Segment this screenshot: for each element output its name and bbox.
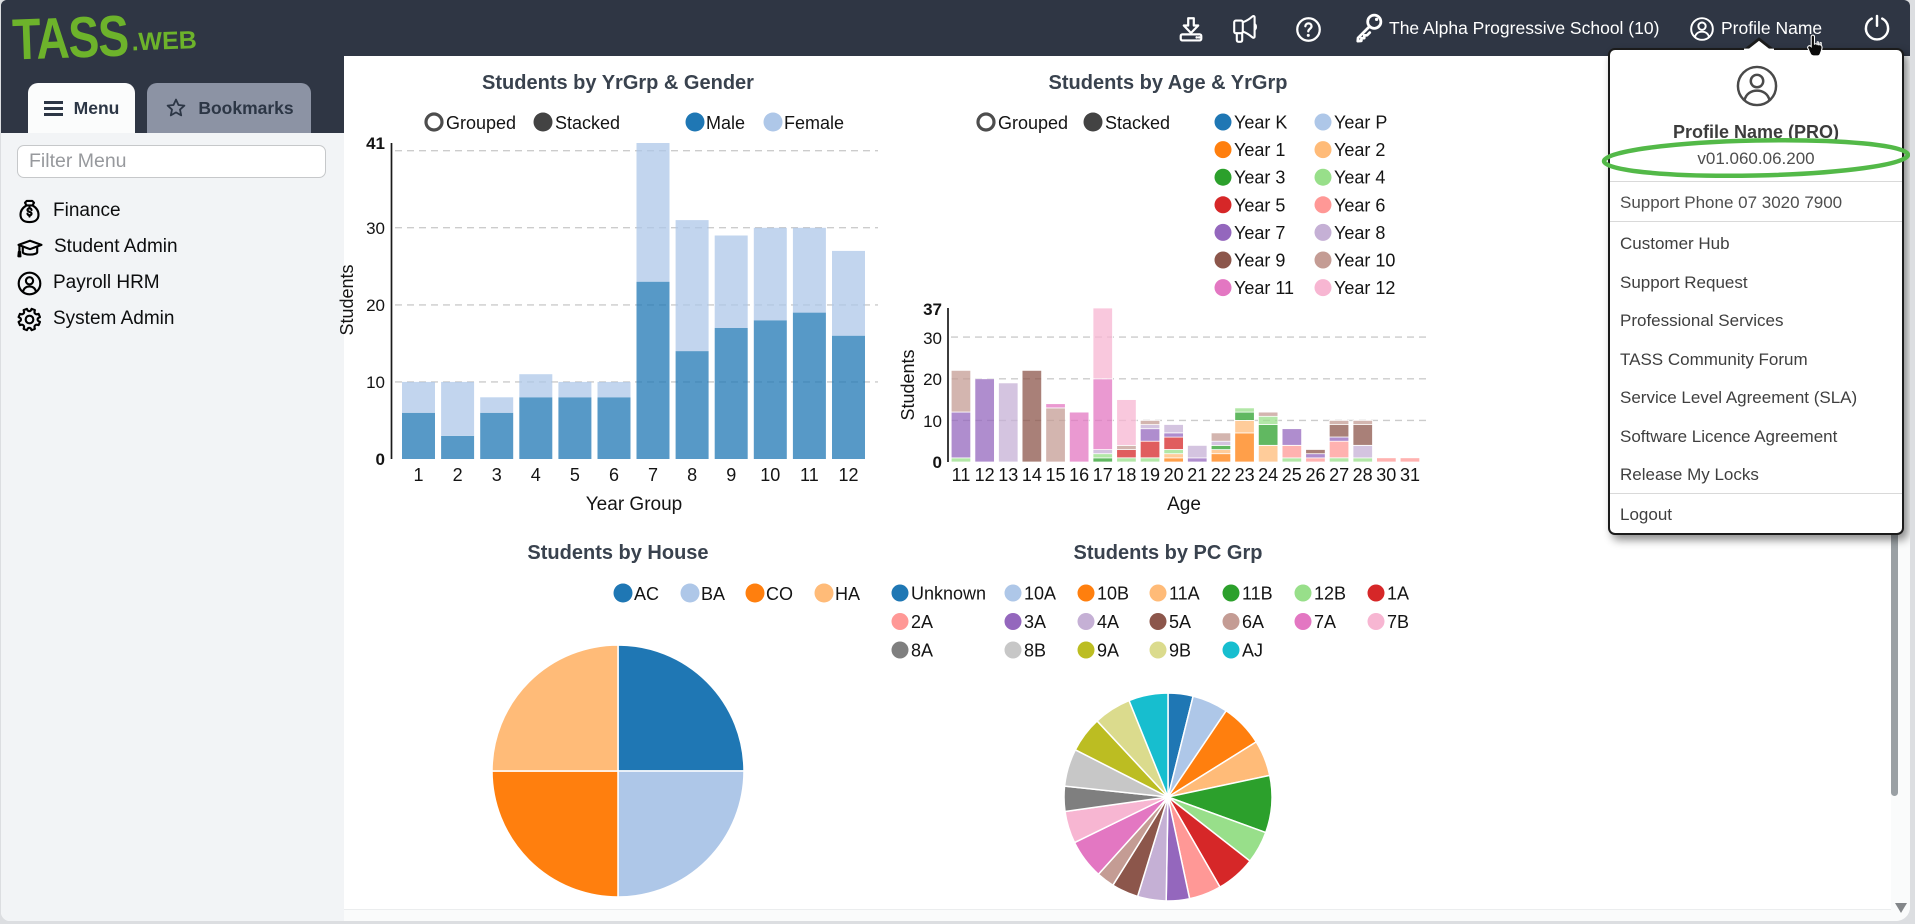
svg-text:30: 30 bbox=[923, 329, 942, 348]
svg-text:20: 20 bbox=[923, 370, 942, 389]
svg-text:26: 26 bbox=[1305, 465, 1325, 485]
svg-text:9B: 9B bbox=[1169, 641, 1191, 661]
svg-text:Students by YrGrp & Gender: Students by YrGrp & Gender bbox=[482, 72, 754, 94]
svg-text:10B: 10B bbox=[1097, 584, 1129, 604]
svg-text:11B: 11B bbox=[1242, 584, 1273, 604]
svg-text:24: 24 bbox=[1258, 465, 1278, 485]
svg-text:10: 10 bbox=[760, 465, 780, 485]
svg-text:Year 6: Year 6 bbox=[1334, 195, 1385, 215]
svg-text:Year K: Year K bbox=[1234, 113, 1287, 133]
svg-text:CO: CO bbox=[766, 584, 793, 604]
svg-text:Year 10: Year 10 bbox=[1334, 251, 1395, 271]
svg-text:3: 3 bbox=[492, 465, 502, 485]
svg-text:4: 4 bbox=[531, 465, 541, 485]
svg-text:10: 10 bbox=[366, 373, 385, 392]
svg-text:20: 20 bbox=[366, 296, 385, 315]
svg-text:Year 1: Year 1 bbox=[1234, 140, 1285, 160]
svg-text:Stacked: Stacked bbox=[1105, 113, 1170, 133]
svg-text:0: 0 bbox=[376, 450, 385, 469]
svg-text:21: 21 bbox=[1187, 465, 1207, 485]
svg-text:30: 30 bbox=[366, 219, 385, 238]
svg-text:Year 12: Year 12 bbox=[1334, 278, 1395, 298]
svg-text:5A: 5A bbox=[1169, 612, 1191, 632]
svg-text:6: 6 bbox=[609, 465, 619, 485]
svg-text:Year 9: Year 9 bbox=[1234, 251, 1285, 271]
svg-text:10A: 10A bbox=[1024, 584, 1056, 604]
svg-text:12: 12 bbox=[838, 465, 858, 485]
svg-text:1: 1 bbox=[413, 465, 423, 485]
svg-text:Year P: Year P bbox=[1334, 113, 1387, 133]
svg-text:Stacked: Stacked bbox=[555, 113, 620, 133]
svg-text:9: 9 bbox=[726, 465, 736, 485]
svg-text:11A: 11A bbox=[1169, 584, 1200, 604]
svg-text:10: 10 bbox=[923, 412, 942, 431]
svg-text:0: 0 bbox=[933, 453, 942, 472]
svg-text:19: 19 bbox=[1140, 465, 1160, 485]
svg-text:TASS: TASS bbox=[11, 7, 129, 69]
svg-text:28: 28 bbox=[1353, 465, 1373, 485]
svg-text:27: 27 bbox=[1329, 465, 1349, 485]
svg-text:16: 16 bbox=[1069, 465, 1089, 485]
svg-text:Year 8: Year 8 bbox=[1334, 223, 1385, 243]
svg-text:4A: 4A bbox=[1097, 612, 1119, 632]
svg-text:22: 22 bbox=[1211, 465, 1231, 485]
svg-text:AC: AC bbox=[634, 584, 659, 604]
svg-text:Year 7: Year 7 bbox=[1234, 223, 1285, 243]
svg-text:.WEB: .WEB bbox=[131, 26, 197, 56]
svg-text:Year 11: Year 11 bbox=[1234, 278, 1294, 298]
svg-text:Male: Male bbox=[706, 113, 745, 133]
svg-text:Year 2: Year 2 bbox=[1334, 140, 1385, 160]
svg-text:8B: 8B bbox=[1024, 641, 1046, 661]
svg-text:31: 31 bbox=[1400, 465, 1420, 485]
svg-text:Students by Age & YrGrp: Students by Age & YrGrp bbox=[1049, 72, 1288, 94]
svg-text:3A: 3A bbox=[1024, 612, 1046, 632]
svg-text:Female: Female bbox=[784, 113, 844, 133]
svg-text:2A: 2A bbox=[911, 612, 933, 632]
svg-text:37: 37 bbox=[923, 300, 942, 319]
svg-text:HA: HA bbox=[835, 584, 860, 604]
svg-text:7B: 7B bbox=[1387, 612, 1409, 632]
svg-text:Grouped: Grouped bbox=[998, 113, 1068, 133]
svg-text:Year Group: Year Group bbox=[586, 494, 682, 515]
svg-text:11: 11 bbox=[952, 465, 971, 485]
svg-text:Age: Age bbox=[1167, 494, 1201, 515]
svg-text:17: 17 bbox=[1093, 465, 1113, 485]
svg-text:41: 41 bbox=[366, 134, 385, 153]
svg-text:12: 12 bbox=[975, 465, 995, 485]
svg-text:1A: 1A bbox=[1387, 584, 1409, 604]
svg-text:8: 8 bbox=[687, 465, 697, 485]
svg-text:Year 4: Year 4 bbox=[1334, 168, 1385, 188]
svg-text:7A: 7A bbox=[1314, 612, 1336, 632]
svg-text:6A: 6A bbox=[1242, 612, 1264, 632]
svg-text:15: 15 bbox=[1045, 465, 1065, 485]
svg-text:5: 5 bbox=[570, 465, 580, 485]
svg-text:BA: BA bbox=[701, 584, 725, 604]
svg-text:23: 23 bbox=[1235, 465, 1255, 485]
svg-text:Unknown: Unknown bbox=[911, 584, 986, 604]
svg-text:Students: Students bbox=[337, 264, 357, 335]
svg-text:Students by House: Students by House bbox=[527, 542, 708, 564]
svg-text:9A: 9A bbox=[1097, 641, 1119, 661]
svg-text:18: 18 bbox=[1116, 465, 1136, 485]
svg-text:30: 30 bbox=[1376, 465, 1396, 485]
svg-text:13: 13 bbox=[998, 465, 1018, 485]
svg-text:Grouped: Grouped bbox=[446, 113, 516, 133]
svg-text:20: 20 bbox=[1164, 465, 1184, 485]
svg-text:11: 11 bbox=[800, 465, 819, 485]
svg-text:8A: 8A bbox=[911, 641, 933, 661]
svg-text:Year 3: Year 3 bbox=[1234, 168, 1285, 188]
svg-text:2: 2 bbox=[453, 465, 463, 485]
svg-text:14: 14 bbox=[1022, 465, 1042, 485]
svg-text:Students by PC Grp: Students by PC Grp bbox=[1074, 542, 1263, 564]
svg-text:12B: 12B bbox=[1314, 584, 1346, 604]
svg-text:Students: Students bbox=[898, 349, 918, 420]
svg-text:25: 25 bbox=[1282, 465, 1302, 485]
svg-text:7: 7 bbox=[648, 465, 658, 485]
svg-text:AJ: AJ bbox=[1242, 641, 1263, 661]
svg-text:Year 5: Year 5 bbox=[1234, 195, 1285, 215]
